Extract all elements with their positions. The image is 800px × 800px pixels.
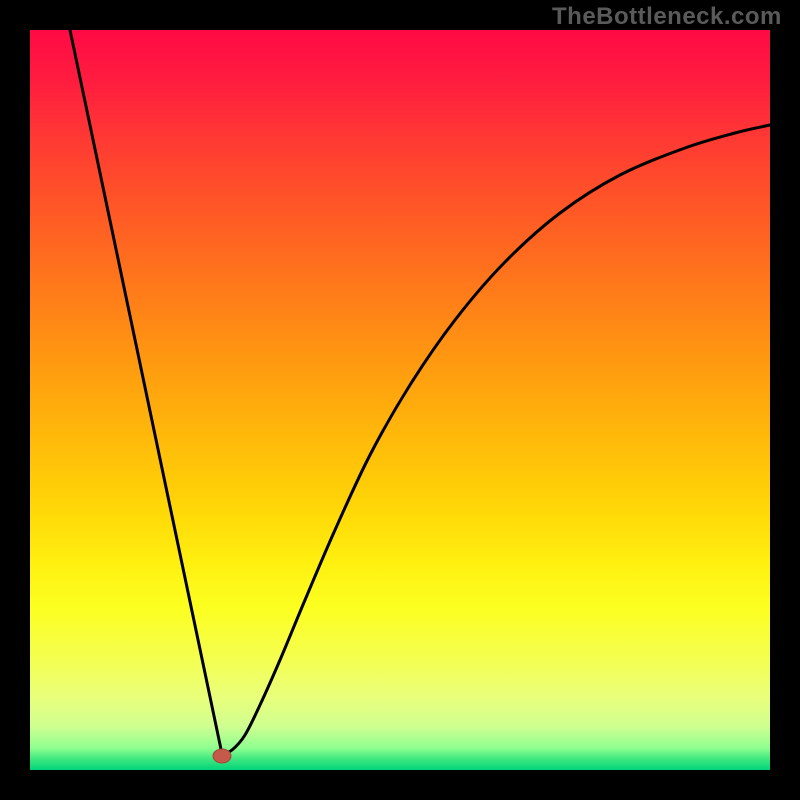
- chart-frame: TheBottleneck.com: [0, 0, 800, 800]
- bottleneck-chart: [0, 0, 800, 800]
- watermark-text: TheBottleneck.com: [552, 3, 782, 31]
- minimum-marker: [213, 749, 231, 763]
